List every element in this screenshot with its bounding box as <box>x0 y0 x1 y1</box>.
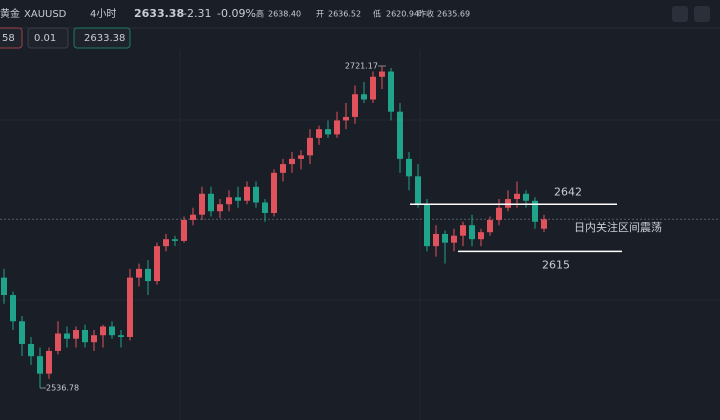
candle-body <box>64 333 70 339</box>
candle-body <box>469 225 475 240</box>
candle-body <box>361 94 367 100</box>
candle-body <box>217 204 223 212</box>
candle-body <box>118 335 124 337</box>
candle-body <box>28 343 34 357</box>
candle-body <box>334 120 340 135</box>
candle-body <box>496 207 502 220</box>
low-price-label: 2536.78 <box>46 384 79 393</box>
candle-body <box>100 326 106 336</box>
candle-body <box>415 176 421 205</box>
candle-body <box>208 193 214 212</box>
candle-body <box>505 199 511 208</box>
candle-body <box>325 129 331 135</box>
prev-label: 昨收 <box>418 9 434 19</box>
candle-body <box>82 329 88 343</box>
candle-body <box>262 202 268 213</box>
candle-body <box>244 186 250 201</box>
step: 0.01 <box>34 33 56 44</box>
candle-body <box>388 71 394 112</box>
candle-body <box>172 239 178 241</box>
candle-body <box>298 155 304 159</box>
candle-body <box>514 193 520 200</box>
candle-body <box>271 172 277 213</box>
candle-body <box>280 164 286 173</box>
candle-body <box>424 204 430 247</box>
candle-body <box>199 193 205 215</box>
candle-body <box>460 225 466 236</box>
grid <box>0 50 720 420</box>
candle-body <box>91 335 97 343</box>
open: 2636.52 <box>328 10 361 19</box>
price-box[interactable] <box>73 27 131 49</box>
candle-body <box>154 246 160 282</box>
candle-body <box>433 233 439 247</box>
candle-body <box>307 137 313 156</box>
candle-body <box>406 158 412 177</box>
candle-body <box>442 233 448 243</box>
candle-body <box>109 326 115 336</box>
candle-body <box>289 158 295 165</box>
candle-body <box>190 214 196 220</box>
interval[interactable]: 4小时 <box>90 8 116 20</box>
qty-box[interactable] <box>0 27 23 49</box>
candle-body <box>19 321 25 344</box>
level-label: 2642 <box>554 185 582 198</box>
open-label: 开 <box>316 10 324 19</box>
tool-button[interactable] <box>672 6 688 22</box>
candle-body <box>181 219 187 241</box>
candle-body <box>1 277 7 296</box>
candle-body <box>316 129 322 138</box>
candle-body <box>487 219 493 233</box>
change: -2.31 <box>183 7 211 20</box>
candle-body <box>145 268 151 282</box>
price-input: 2633.38 <box>84 33 125 44</box>
candle-body <box>541 219 547 229</box>
annotation: 日内关注区间震荡 <box>574 220 662 234</box>
high-label: 高 <box>256 9 264 19</box>
level-label: 2615 <box>542 258 570 271</box>
candle-body <box>343 116 349 121</box>
candle-body <box>235 197 241 201</box>
candle-body <box>370 76 376 100</box>
candle-body <box>55 333 61 351</box>
candle-body <box>163 239 169 247</box>
candle-body <box>532 200 538 222</box>
high: 2638.40 <box>268 10 301 19</box>
last-price: 2633.38 <box>134 7 184 20</box>
candle-body <box>226 197 232 205</box>
candle-body <box>253 186 259 203</box>
candle-body <box>523 193 529 201</box>
low: 2620.94 <box>386 10 419 19</box>
candle-body <box>73 329 79 339</box>
candle-body <box>46 350 52 374</box>
candle-body <box>127 277 133 337</box>
candle-body <box>136 268 142 278</box>
candle-body <box>37 356 43 374</box>
candle-body <box>352 94 358 117</box>
candle-body <box>478 232 484 240</box>
low-label: 低 <box>373 9 381 19</box>
symbol[interactable]: XAUUSD <box>24 9 67 20</box>
high-price-label: 2721.17 <box>345 62 378 71</box>
change-pct: -0.09% <box>217 7 256 20</box>
prev: 2635.69 <box>437 10 470 19</box>
step-box[interactable] <box>27 27 69 49</box>
candle-body <box>397 111 403 159</box>
symbol-name: 黄金 <box>0 7 20 20</box>
candle-body <box>10 295 16 322</box>
tool-button[interactable] <box>694 6 710 22</box>
candle-body <box>451 235 457 243</box>
candle-body <box>379 71 385 77</box>
qty: 58 <box>2 33 15 44</box>
